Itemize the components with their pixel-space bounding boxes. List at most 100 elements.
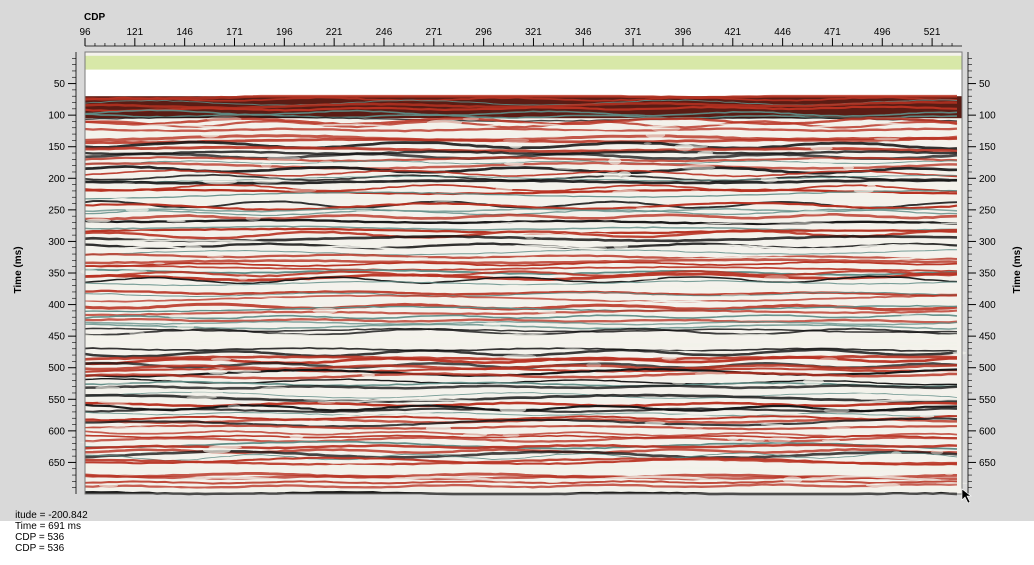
speckle-4 [727, 436, 739, 441]
x-tick-label-246: 246 [376, 27, 393, 38]
reflector-0 [84, 94, 957, 101]
reflector-33 [84, 201, 958, 211]
speckle-8 [635, 206, 651, 210]
speckle-158 [488, 467, 503, 474]
reflector-83 [84, 367, 958, 373]
status-cdp-1: CDP = 536 [15, 532, 65, 543]
speckle-103 [425, 425, 451, 432]
reflector-48 [84, 253, 958, 261]
y-axis-left-title: Time (ms) [13, 246, 24, 293]
y-right-tick-label-600: 600 [979, 426, 996, 437]
speckle-17 [941, 132, 954, 135]
speckle-134 [159, 377, 171, 381]
reflector-20 [84, 160, 958, 165]
speckle-48 [802, 262, 819, 267]
reflector-56 [84, 275, 958, 285]
y-left-tick-label-600: 600 [48, 426, 65, 437]
speckle-87 [900, 314, 930, 318]
reflector-69 [84, 323, 958, 330]
status-bar: itude = -200.842 Time = 691 ms CDP = 536… [4, 499, 94, 565]
y-left-tick-label-650: 650 [48, 458, 65, 469]
speckle-20 [603, 172, 623, 179]
speckle-93 [741, 438, 765, 443]
y-left-tick-label-50: 50 [54, 79, 66, 90]
speckle-24 [288, 188, 317, 193]
speckle-33 [918, 222, 932, 226]
speckle-34 [508, 142, 523, 149]
x-tick-label-96: 96 [79, 27, 91, 38]
x-axis-top: CDP 96 121 146 171 196 221 246 271 296 321 346 371 3… [79, 12, 962, 47]
reflector-105 [84, 435, 958, 443]
reflector-73 [85, 337, 958, 347]
speckle-2 [604, 297, 626, 302]
speckle-61 [763, 275, 789, 282]
reflector-10 [84, 122, 958, 131]
reflector-64 [84, 304, 958, 313]
speckle-105 [129, 330, 145, 336]
x-tick-label-496: 496 [874, 27, 891, 38]
x-tick-label-221: 221 [326, 27, 343, 38]
reflector-52 [85, 264, 958, 273]
speckle-56 [821, 439, 841, 442]
speckle-101 [202, 447, 231, 454]
speckle-99 [797, 210, 829, 215]
reflector-47 [84, 249, 958, 256]
speckle-156 [237, 275, 249, 281]
reflector-42 [84, 228, 958, 240]
speckle-111 [318, 160, 334, 166]
reflector-61 [85, 294, 958, 303]
speckle-117 [177, 323, 195, 331]
reflector-9 [84, 120, 958, 129]
speckle-47 [524, 234, 535, 239]
reflector-38 [84, 221, 958, 228]
y-left-tick-label-100: 100 [48, 111, 65, 122]
reflector-58 [84, 284, 958, 293]
reflector-31 [85, 196, 958, 204]
reflector-28 [84, 183, 958, 193]
speckle-108 [289, 434, 304, 439]
reflector-55 [84, 272, 958, 282]
speckle-123 [626, 277, 659, 280]
speckle-46 [578, 245, 608, 252]
speckle-49 [565, 389, 598, 393]
y-right-tick-label-400: 400 [979, 300, 996, 311]
seismic-chart[interactable]: CDP 96 121 146 171 196 221 246 271 296 321 346 371 3… [0, 0, 1034, 521]
speckle-100 [661, 357, 677, 360]
speckle-98 [578, 340, 614, 344]
speckle-22 [326, 429, 359, 432]
x-tick-label-421: 421 [724, 27, 741, 38]
speckle-139 [125, 207, 149, 213]
speckle-116 [802, 378, 824, 385]
x-tick-label-121: 121 [126, 27, 143, 38]
reflector-120 [84, 487, 957, 492]
x-tick-label-146: 146 [176, 27, 193, 38]
speckle-128 [561, 486, 577, 492]
speckle-132 [593, 221, 618, 226]
speckle-144 [118, 269, 148, 274]
speckle-75 [384, 207, 415, 211]
status-cdp-2: CDP = 536 [15, 543, 65, 554]
plot-area[interactable] [79, 51, 969, 496]
speckle-41 [680, 164, 716, 170]
reflector-119 [84, 483, 958, 489]
reflector-36 [84, 212, 958, 221]
speckle-26 [502, 354, 537, 360]
seismic-reflectors [79, 94, 969, 496]
reflector-19 [84, 156, 958, 163]
reflector-23 [84, 169, 958, 178]
speckle-21 [532, 133, 568, 138]
cursor-arrow-icon [961, 488, 972, 504]
y-left-tick-label-250: 250 [48, 205, 65, 216]
speckle-106 [227, 404, 241, 409]
y-right-tick-label-500: 500 [979, 363, 996, 374]
speckle-89 [429, 196, 459, 203]
speckle-13 [865, 483, 901, 488]
reflector-96 [84, 411, 958, 417]
reflector-5 [84, 109, 958, 118]
speckle-85 [644, 421, 666, 425]
speckle-79 [819, 357, 838, 363]
speckle-68 [536, 269, 571, 272]
x-tick-label-296: 296 [475, 27, 492, 38]
speckle-15 [552, 164, 584, 170]
reflector-110 [84, 451, 958, 461]
